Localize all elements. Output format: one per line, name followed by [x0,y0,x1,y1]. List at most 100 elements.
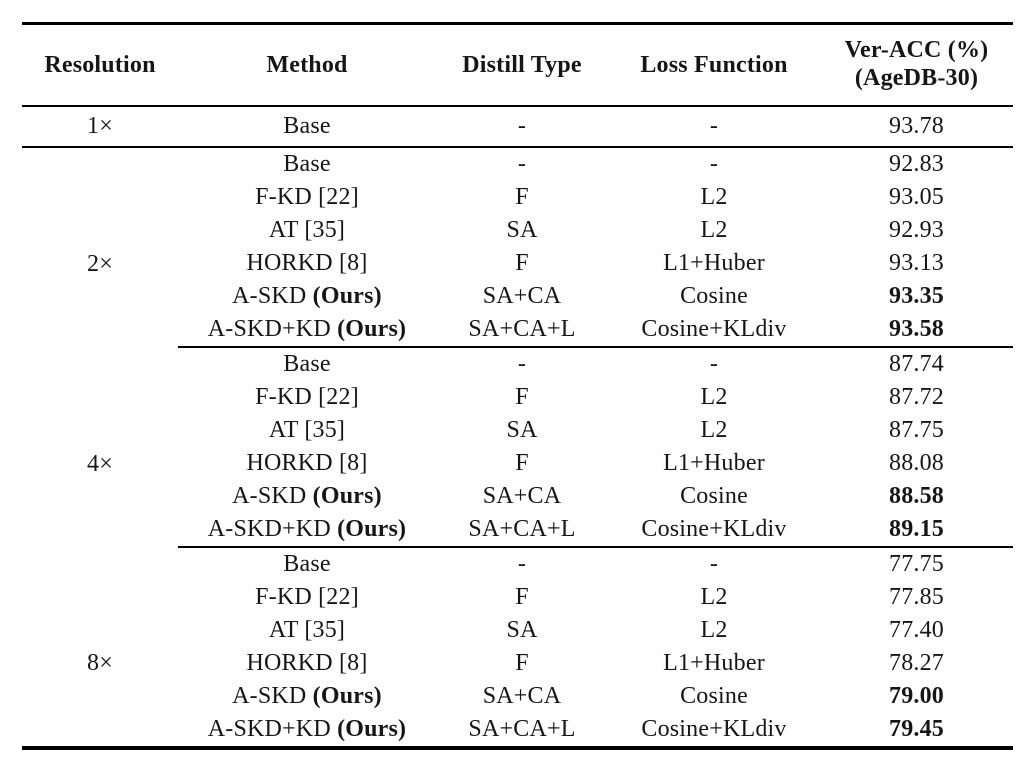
table-row: F-KD [22] F L2 93.05 [22,181,1013,214]
cell-distill-type: F [515,384,529,410]
cell-ver-acc: 87.74 [889,351,944,377]
cell-ver-acc: 88.58 [889,483,944,509]
cell-method: A-SKD (Ours) [232,683,382,709]
cell-method: AT [35] [268,417,346,443]
cell-ver-acc: 79.45 [889,716,944,742]
cell-ver-acc: 87.75 [889,417,944,443]
cell-loss-function: - [709,551,719,577]
cell-loss-function: L2 [700,217,728,243]
cell-resolution: 8× [22,547,178,748]
cell-distill-type: SA+CA [482,683,562,709]
cell-method: HORKD [8] [246,650,368,676]
cell-ver-acc: 87.72 [889,384,944,410]
cell-method: AT [35] [268,217,346,243]
method-ours-label: (Ours) [337,316,407,342]
cell-method: A-SKD (Ours) [232,283,382,309]
resolution-label: 8× [87,650,113,676]
results-table-container: Resolution Method Distill Type Loss Func… [22,22,1013,750]
cell-distill-type: F [515,450,529,476]
table-row: A-SKD+KD (Ours) SA+CA+L Cosine+KLdiv 79.45 [22,713,1013,748]
resolution-label: 1× [87,113,113,139]
cell-method: A-SKD+KD (Ours) [178,513,436,548]
cell-method: Base [178,106,436,148]
cell-loss-function: - [709,151,719,177]
cell-loss-function: Cosine+KLdiv [641,716,787,742]
cell-ver-acc: 78.27 [889,650,944,676]
cell-ver-acc: 77.75 [889,551,944,577]
method-ours-label: (Ours) [312,483,382,509]
method-ours-label: (Ours) [312,683,382,709]
table-row: AT [35] SA L2 87.75 [22,414,1013,447]
table-row: HORKD [8] F L1+Huber 78.27 [22,647,1013,680]
method-ours-label: (Ours) [312,283,382,309]
col-header-ver-acc: Ver-ACC (%) (AgeDB-30) [820,24,1013,107]
cell-method: HORKD [8] [246,250,368,276]
table-header: Resolution Method Distill Type Loss Func… [22,24,1013,107]
cell-ver-acc: 92.93 [889,217,944,243]
table-body: 1× Base - -93.78 2× Base - -92.83 F-KD [22] F L2 93… [22,106,1013,748]
col-header-resolution: Resolution [44,51,156,78]
cell-distill-type: SA+CA+L [436,313,608,348]
cell-method: HORKD [8] [246,450,368,476]
table-row: HORKD [8] F L1+Huber 93.13 [22,247,1013,280]
cell-loss-function: L2 [700,417,728,443]
ver-acc-header-line1: Ver-ACC (%) [844,37,989,64]
table-row: 2× Base - - 92.83 [22,147,1013,277]
table-row: AT [35] SA L2 92.93 [22,214,1013,247]
cell-ver-acc: 77.85 [889,584,944,610]
ver-acc-header-line2: (AgeDB-30) [854,65,979,91]
cell-ver-acc: 89.15 [820,513,1013,548]
cell-distill-type: SA [506,217,538,243]
cell-method: Base [283,151,331,177]
cell-distill-type: - [517,551,527,577]
cell-method: F-KD [22] [255,184,359,210]
cell-ver-acc: 93.58 [820,313,1013,348]
cell-method: F-KD [22] [255,584,359,610]
cell-distill-type: F [515,250,529,276]
cell-distill-type: - [517,151,527,177]
cell-distill-type: SA+CA+L [436,513,608,548]
cell-ver-acc: 93.13 [889,250,944,276]
cell-ver-acc: 93.35 [889,283,944,309]
cell-distill-type: F [515,584,529,610]
cell-distill-type: SA [506,617,538,643]
cell-method: Base [283,551,331,577]
table-row: AT [35] SA L2 77.40 [22,614,1013,647]
cell-loss-function: L2 [700,184,728,210]
cell-loss-function: Cosine [680,683,748,709]
cell-loss-function: L2 [700,384,728,410]
cell-loss-function: L2 [700,617,728,643]
table-row: F-KD [22] F L2 77.85 [22,581,1013,614]
table-row: A-SKD+KD (Ours) SA+CA+L Cosine+KLdiv 93.58 [22,313,1013,348]
cell-distill-type: F [515,650,529,676]
cell-ver-acc: 79.00 [889,683,944,709]
resolution-label: 4× [87,450,113,477]
cell-loss-function: L1+Huber [663,250,765,276]
cell-method: A-SKD (Ours) [232,483,382,509]
col-header-loss-function: Loss Function [640,51,788,78]
cell-resolution: 2× [22,147,178,347]
cell-distill-type: - [517,351,527,377]
cell-distill-type: F [515,184,529,210]
cell-distill-type: SA+CA [482,283,562,309]
col-header-method: Method [266,51,348,78]
cell-ver-acc: 77.40 [889,617,944,643]
cell-ver-acc: 93.78 [820,106,1013,148]
cell-loss-function: L1+Huber [663,450,765,476]
table-row: F-KD [22] F L2 87.72 [22,381,1013,414]
cell-loss-function: L1+Huber [663,650,765,676]
cell-ver-acc: 92.83 [889,151,944,177]
cell-distill-type: SA+CA+L [468,716,576,742]
cell-ver-acc: 93.05 [889,184,944,210]
cell-loss-function: - [608,106,820,148]
table-row: A-SKD (Ours) SA+CA Cosine 93.35 [22,280,1013,313]
method-ours-label: (Ours) [337,516,407,542]
cell-ver-acc: 88.08 [889,450,944,476]
cell-method: A-SKD+KD (Ours) [207,716,407,742]
cell-loss-function: - [709,351,719,377]
table-row: A-SKD (Ours) SA+CA Cosine 88.58 [22,480,1013,513]
table-row: 4× Base - - 87.74 [22,347,1013,477]
table-row: A-SKD+KD (Ours) SA+CA+L Cosine+KLdiv 89.15 [22,513,1013,548]
table-row: A-SKD (Ours) SA+CA Cosine 79.00 [22,680,1013,713]
cell-resolution: 1× [22,106,178,148]
